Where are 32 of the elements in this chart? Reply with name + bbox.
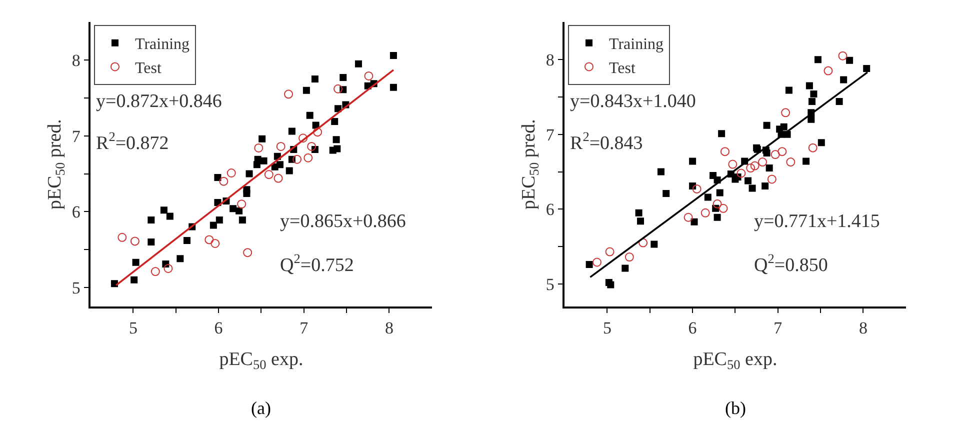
x-tick-label: 8 bbox=[384, 318, 394, 338]
text: (a) bbox=[251, 398, 271, 418]
annotation: y=0.843x+1.040 bbox=[570, 91, 696, 112]
y-tick-label: 6 bbox=[546, 200, 554, 220]
x-tick-label: 7 bbox=[774, 318, 783, 338]
x-tick-label: 8 bbox=[858, 318, 868, 338]
y-tick-label: 7 bbox=[546, 125, 555, 144]
y-tick-label: 5 bbox=[546, 274, 554, 294]
y-tick-label: 7 bbox=[72, 126, 81, 146]
y-tick-label: 8 bbox=[546, 50, 554, 70]
y-tick-label: 5 bbox=[72, 278, 80, 298]
annotation: Q$^{2}$=0.752 bbox=[280, 251, 354, 276]
annotation: R$^{2}$=0.872 bbox=[96, 129, 169, 154]
y-tick-label: 8 bbox=[72, 51, 80, 70]
x-tick-label: 5 bbox=[128, 318, 138, 338]
x-tick-label: 5 bbox=[602, 318, 612, 338]
annotation: R$^{2}$=0.843 bbox=[570, 129, 643, 154]
legend-label: Training bbox=[608, 36, 664, 54]
x-tick-label: 6 bbox=[688, 318, 697, 338]
legend-label: Test bbox=[608, 60, 636, 77]
annotation: y=0.872x+0.846 bbox=[96, 91, 222, 112]
legend-label: Training bbox=[134, 36, 190, 54]
annotation: y=0.865x+0.866 bbox=[280, 211, 406, 232]
annotation: y=0.771x+1.415 bbox=[754, 211, 880, 232]
text: (b) bbox=[725, 398, 746, 418]
x-tick-label: 6 bbox=[214, 318, 223, 338]
x-axis-title: pEC$_{50}$ exp. bbox=[693, 348, 778, 372]
x-tick-label: 7 bbox=[300, 318, 309, 338]
x-axis-title: pEC$_{50}$ exp. bbox=[219, 348, 304, 372]
annotation: Q$^{2}$=0.850 bbox=[754, 251, 828, 276]
legend-label: Test bbox=[134, 60, 162, 77]
y-tick-label: 6 bbox=[72, 202, 80, 222]
